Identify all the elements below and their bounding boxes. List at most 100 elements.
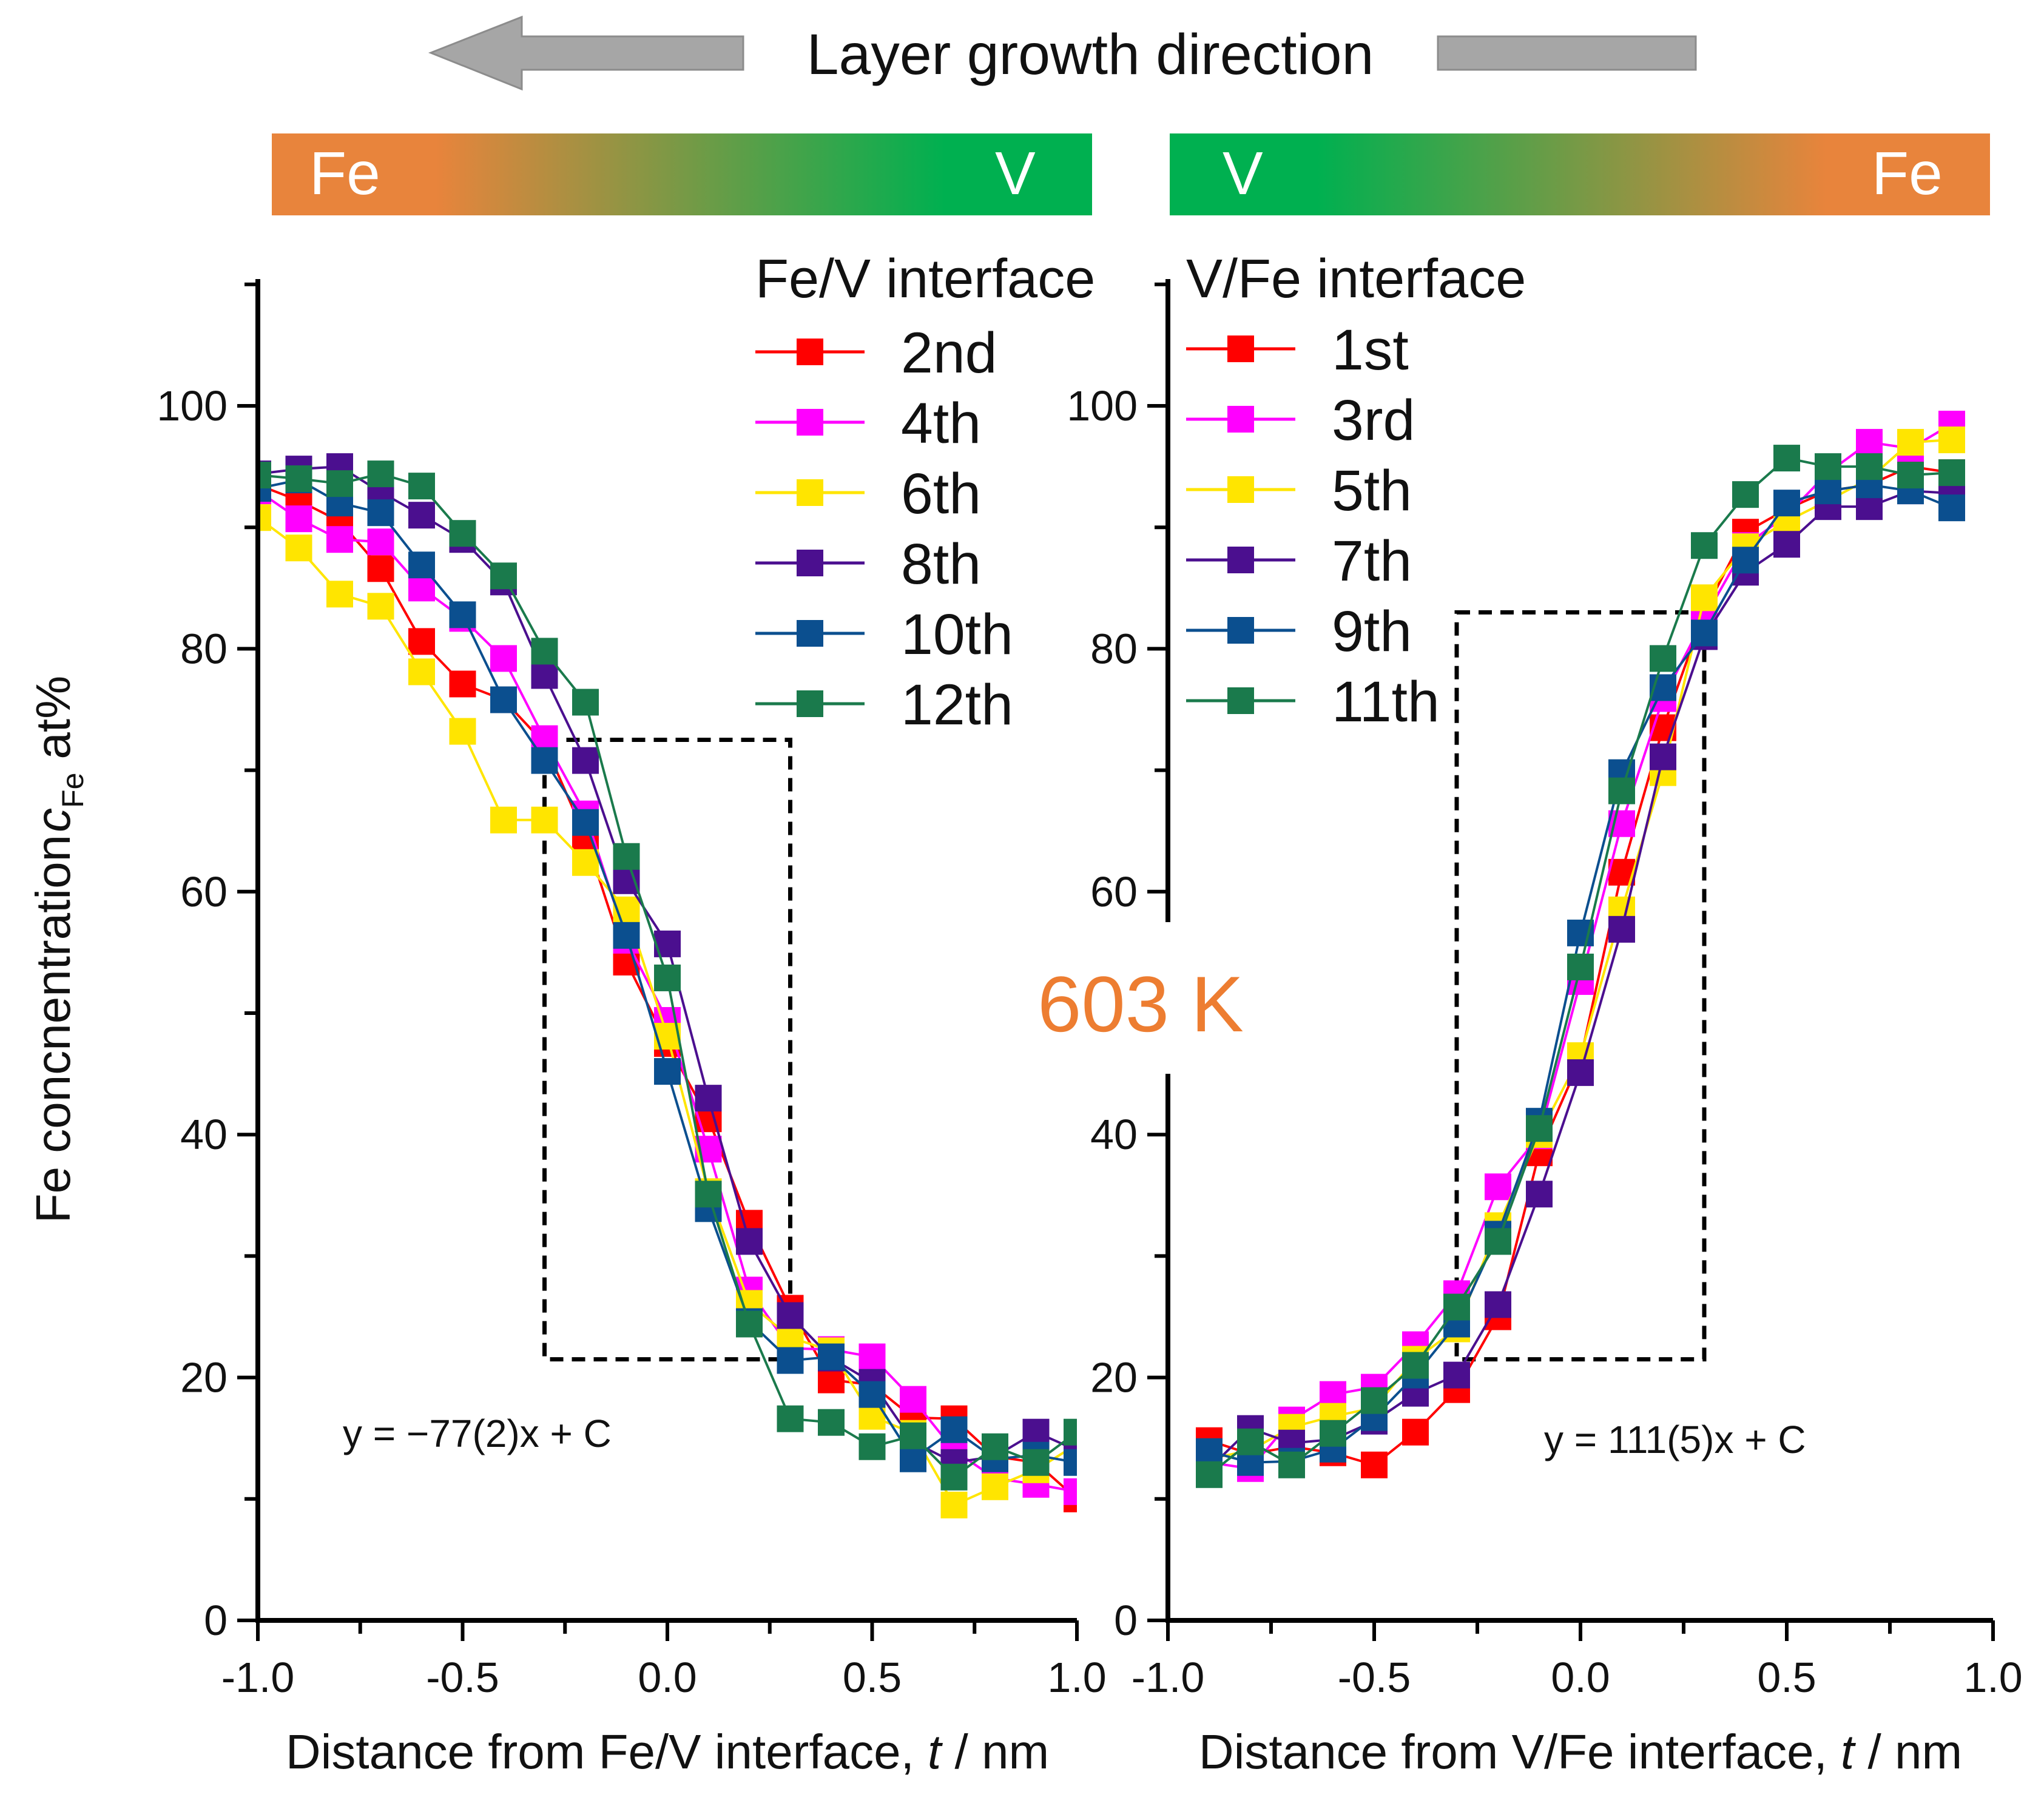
left-data-point-6th (531, 806, 558, 834)
left-data-point-12th (654, 964, 681, 991)
left-data-point-12th (490, 562, 517, 590)
left-x-tick-label: -0.5 (426, 1654, 499, 1701)
legend-label: 8th (901, 532, 981, 596)
right-legend-item-1st: 1st (1186, 318, 1409, 382)
right-data-point-11th (1196, 1461, 1223, 1488)
temperature-label-group: 603 K (1037, 922, 1298, 1074)
left-data-point-10th (490, 686, 517, 713)
right-legend-item-9th: 9th (1186, 599, 1412, 664)
left-y-tick-label: 80 (180, 625, 228, 672)
growth-direction-label: Layer growth direction (807, 22, 1374, 87)
left-data-point-12th (408, 473, 435, 500)
right-x-tick-label: -0.5 (1338, 1654, 1411, 1701)
right-data-point-11th (1608, 777, 1635, 804)
right-legend-item-3rd: 3rd (1186, 388, 1415, 453)
right-data-point-7th (1567, 1059, 1594, 1087)
left-legend-item-12th: 12th (755, 673, 1013, 737)
right-series-line-5th (1209, 439, 1952, 1460)
left-y-tick-label: 100 (157, 382, 228, 430)
right-data-point-7th (1773, 531, 1800, 558)
legend-label: 9th (1332, 599, 1412, 664)
left-data-point-4th (367, 528, 394, 556)
right-data-point-9th (1732, 547, 1759, 574)
right-data-point-11th (1732, 481, 1759, 508)
left-data-point-10th (531, 747, 558, 774)
right-data-point-1st (1402, 1418, 1429, 1446)
legend-marker-swatch (1227, 687, 1254, 714)
legend-marker-swatch (797, 339, 823, 365)
composition-bar-left: Fe V (272, 133, 1092, 215)
left-data-point-6th (285, 534, 312, 562)
left-data-point-6th (449, 718, 476, 745)
legend-marker-swatch (797, 620, 823, 647)
left-data-point-8th (736, 1228, 763, 1255)
right-data-point-11th (1278, 1451, 1305, 1478)
left-data-point-8th (1022, 1418, 1050, 1446)
chart-panel-left: 0 20 40 60 80 100 -1.0 -0.5 0.0 0.5 1.0 y = −77(2)… (26, 249, 1107, 1779)
right-data-point-3rd (1856, 429, 1883, 456)
right-data-point-3rd (1485, 1173, 1511, 1201)
left-x-axis-title: Distance from Fe/V interface, t / nm (286, 1725, 1049, 1779)
left-y-tick-label: 40 (180, 1111, 228, 1158)
right-y-tick-label: 40 (1090, 1111, 1138, 1158)
legend-marker-swatch (797, 409, 823, 436)
right-data-point-11th (1485, 1228, 1511, 1255)
left-data-point-4th (408, 575, 435, 602)
left-y-tick-label: 0 (204, 1597, 228, 1644)
legend-label: 7th (1332, 529, 1412, 593)
legend-label: 12th (901, 673, 1013, 737)
left-data-point-10th (940, 1416, 968, 1443)
right-y-tick-label: 20 (1090, 1354, 1138, 1401)
left-data-point-12th (258, 462, 271, 489)
left-legend-title: Fe/V interface (755, 249, 1095, 309)
legend-marker-swatch (797, 479, 823, 506)
left-data-point-8th (408, 502, 435, 529)
left-data-point-10th (900, 1445, 926, 1472)
right-legend-title: V/Fe interface (1186, 249, 1526, 309)
right-data-point-11th (1856, 453, 1883, 480)
left-x-tick-label: 1.0 (1047, 1654, 1106, 1701)
left-data-point-10th (777, 1347, 804, 1374)
left-data-point-8th (695, 1085, 722, 1112)
bar-right-end-label: Fe (1872, 140, 1943, 207)
right-fit-region-box (1454, 610, 1707, 1362)
left-data-point-10th (818, 1343, 845, 1370)
right-data-point-7th (1443, 1361, 1470, 1389)
left-data-point-6th (326, 581, 353, 608)
right-data-point-11th (1361, 1387, 1388, 1414)
left-data-point-6th (367, 593, 394, 620)
temperature-label: 603 K (1037, 960, 1244, 1048)
left-data-point-10th (449, 601, 476, 629)
right-y-tick-label: 60 (1090, 868, 1138, 915)
left-data-point-10th (613, 922, 640, 949)
left-data-point-12th (285, 465, 312, 493)
right-x-axis-title: Distance from V/Fe interface, t / nm (1199, 1725, 1962, 1779)
left-legend-item-2nd: 2nd (755, 321, 997, 385)
right-y-tick-label: 100 (1067, 382, 1138, 430)
right-data-point-11th (1320, 1420, 1346, 1447)
right-y-tick-label: 80 (1090, 625, 1138, 672)
left-data-point-8th (777, 1302, 804, 1329)
right-x-tick-label: -1.0 (1132, 1654, 1205, 1701)
left-data-point-12th (572, 689, 599, 716)
left-y-tick-label: 60 (180, 868, 228, 915)
right-data-point-7th (1485, 1291, 1511, 1318)
left-data-point-4th (900, 1386, 926, 1413)
right-data-point-11th (1443, 1293, 1470, 1321)
left-data-point-8th (531, 662, 558, 689)
left-data-point-12th (736, 1310, 763, 1338)
bar-right-start-label: V (1223, 140, 1263, 207)
right-legend-item-11th: 11th (1186, 670, 1440, 734)
left-data-point-4th (1064, 1478, 1077, 1505)
right-data-point-11th (1526, 1115, 1553, 1142)
right-data-point-7th (1608, 915, 1635, 943)
left-data-point-10th (1064, 1449, 1077, 1476)
right-legend-item-7th: 7th (1186, 529, 1412, 593)
legend-label: 3rd (1332, 388, 1415, 453)
right-data-point-5th (1691, 584, 1718, 612)
left-data-point-12th (858, 1433, 886, 1460)
right-data-point-11th (1815, 453, 1841, 480)
left-data-point-6th (572, 849, 599, 876)
left-data-point-12th (1064, 1418, 1077, 1446)
right-data-point-5th (1938, 426, 1965, 454)
